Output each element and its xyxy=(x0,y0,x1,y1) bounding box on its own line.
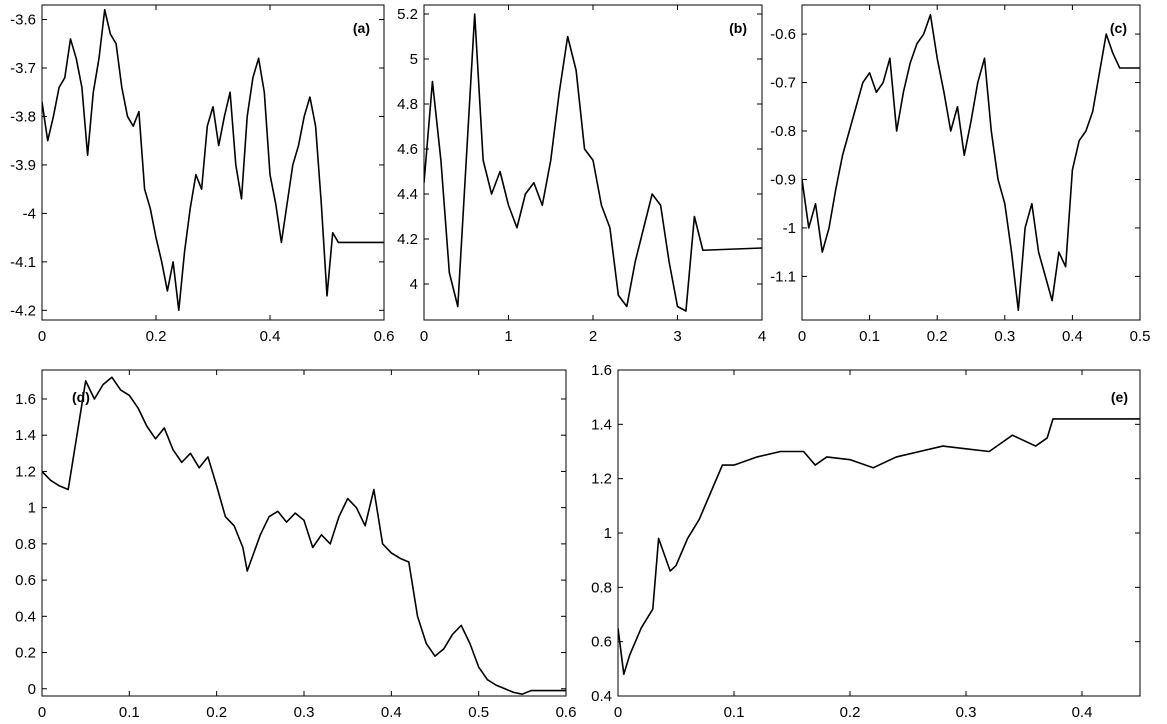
plot-frame xyxy=(42,5,384,320)
panel-3: 0 0.1 0.2 0.3 0.4 0.5 -0.6 -0.7 -0.8 -0.9 -1 -1.1 (c… xyxy=(770,5,1150,345)
y-tick-label: 5 xyxy=(410,51,418,68)
x-tick-label: 0.5 xyxy=(1130,328,1151,345)
x-tick-label: 0.3 xyxy=(956,704,977,721)
panel-5: 0 0.1 0.2 0.3 0.4 0.4 0.6 0.8 1 1.2 1.4 1.6 (e) xyxy=(591,362,1140,721)
y-tick-label: 5.2 xyxy=(397,6,418,23)
panel-label: (e) xyxy=(1111,389,1128,405)
x-tick-label: 3 xyxy=(673,328,681,345)
y-tick-label: -0.7 xyxy=(770,75,796,92)
x-tick-label: 0.1 xyxy=(859,328,880,345)
y-tick-label: -0.8 xyxy=(770,123,796,140)
y-tick-label: 1.2 xyxy=(15,463,36,480)
plot-frame xyxy=(42,370,566,696)
x-tick-label: 0.2 xyxy=(146,328,167,345)
y-tick-label: -1 xyxy=(783,220,796,237)
x-tick-label: 0.4 xyxy=(1072,704,1093,721)
x-tick-label: 0.5 xyxy=(468,704,489,721)
panel-2: 0 1 2 3 4 4 4.2 4.4 4.6 4.8 5 5.2 (b) xyxy=(397,5,766,345)
panel-label: (b) xyxy=(729,20,747,36)
y-tick-label: 1.4 xyxy=(15,427,36,444)
x-tick-label: 0.3 xyxy=(994,328,1015,345)
y-tick-label: 0.6 xyxy=(15,572,36,589)
x-tick-label: 0 xyxy=(38,704,46,721)
y-tick-label: 0.4 xyxy=(15,608,36,625)
y-tick-label: -0.9 xyxy=(770,171,796,188)
y-tick-label: -1.1 xyxy=(770,268,796,285)
y-tick-label: 4.6 xyxy=(397,141,418,158)
x-tick-label: 0.4 xyxy=(1062,328,1083,345)
x-tick-label: 0.1 xyxy=(724,704,745,721)
y-tick-label: 1 xyxy=(28,500,36,517)
panel-4: 0 0.1 0.2 0.3 0.4 0.5 0.6 0 0.2 0.4 0.6 0.8 1 1.2 1.4 1… xyxy=(15,370,576,721)
y-tick-label: 1 xyxy=(604,525,612,542)
y-tick-label: 4 xyxy=(410,276,418,293)
x-tick-label: 1 xyxy=(504,328,512,345)
y-tick-label: 0.4 xyxy=(591,688,612,705)
y-tick-label: 0.2 xyxy=(15,645,36,662)
panel-label: (d) xyxy=(72,389,90,405)
y-tick-label: 1.6 xyxy=(15,391,36,408)
x-tick-label: 0.2 xyxy=(927,328,948,345)
x-tick-label: 0.4 xyxy=(381,704,402,721)
series-line xyxy=(42,377,566,694)
x-tick-label: 0 xyxy=(798,328,806,345)
y-tick-label: 1.4 xyxy=(591,416,612,433)
y-tick-label: -3.9 xyxy=(10,157,36,174)
y-tick-label: 4.4 xyxy=(397,186,418,203)
y-tick-label: 1.2 xyxy=(591,471,612,488)
x-tick-label: 0 xyxy=(38,328,46,345)
series-line xyxy=(424,14,762,311)
y-tick-label: -4 xyxy=(23,205,36,222)
x-tick-label: 0.3 xyxy=(294,704,315,721)
y-tick-label: -0.6 xyxy=(770,26,796,43)
panel-label: (a) xyxy=(353,20,370,36)
series-line xyxy=(42,10,384,310)
y-tick-label: 0.6 xyxy=(591,634,612,651)
x-tick-label: 0.1 xyxy=(119,704,140,721)
x-tick-label: 0.4 xyxy=(260,328,281,345)
y-tick-label: 1.6 xyxy=(591,362,612,379)
y-tick-label: -3.6 xyxy=(10,12,36,29)
panel-1: 0 0.2 0.4 0.6 -3.6 -3.7 -3.8 -3.9 -4 -4.1 -4.2 (a) xyxy=(10,5,394,345)
y-tick-label: 4.2 xyxy=(397,231,418,248)
x-tick-label: 2 xyxy=(589,328,597,345)
x-tick-label: 0 xyxy=(614,704,622,721)
y-tick-label: 0.8 xyxy=(15,536,36,553)
y-tick-label: 0 xyxy=(28,681,36,698)
series-line xyxy=(618,419,1140,674)
x-tick-label: 0.6 xyxy=(374,328,395,345)
plot-frame xyxy=(802,5,1140,320)
x-tick-label: 4 xyxy=(758,328,766,345)
x-tick-label: 0.2 xyxy=(206,704,227,721)
x-tick-label: 0.2 xyxy=(840,704,861,721)
x-tick-label: 0 xyxy=(420,328,428,345)
y-tick-label: -4.1 xyxy=(10,254,36,271)
panel-label: (c) xyxy=(1110,20,1127,36)
y-tick-label: 0.8 xyxy=(591,579,612,596)
y-tick-label: -3.7 xyxy=(10,60,36,77)
x-tick-label: 0.6 xyxy=(556,704,577,721)
series-line xyxy=(802,15,1140,311)
y-tick-label: 4.8 xyxy=(397,96,418,113)
y-tick-label: -4.2 xyxy=(10,302,36,319)
y-tick-label: -3.8 xyxy=(10,108,36,125)
